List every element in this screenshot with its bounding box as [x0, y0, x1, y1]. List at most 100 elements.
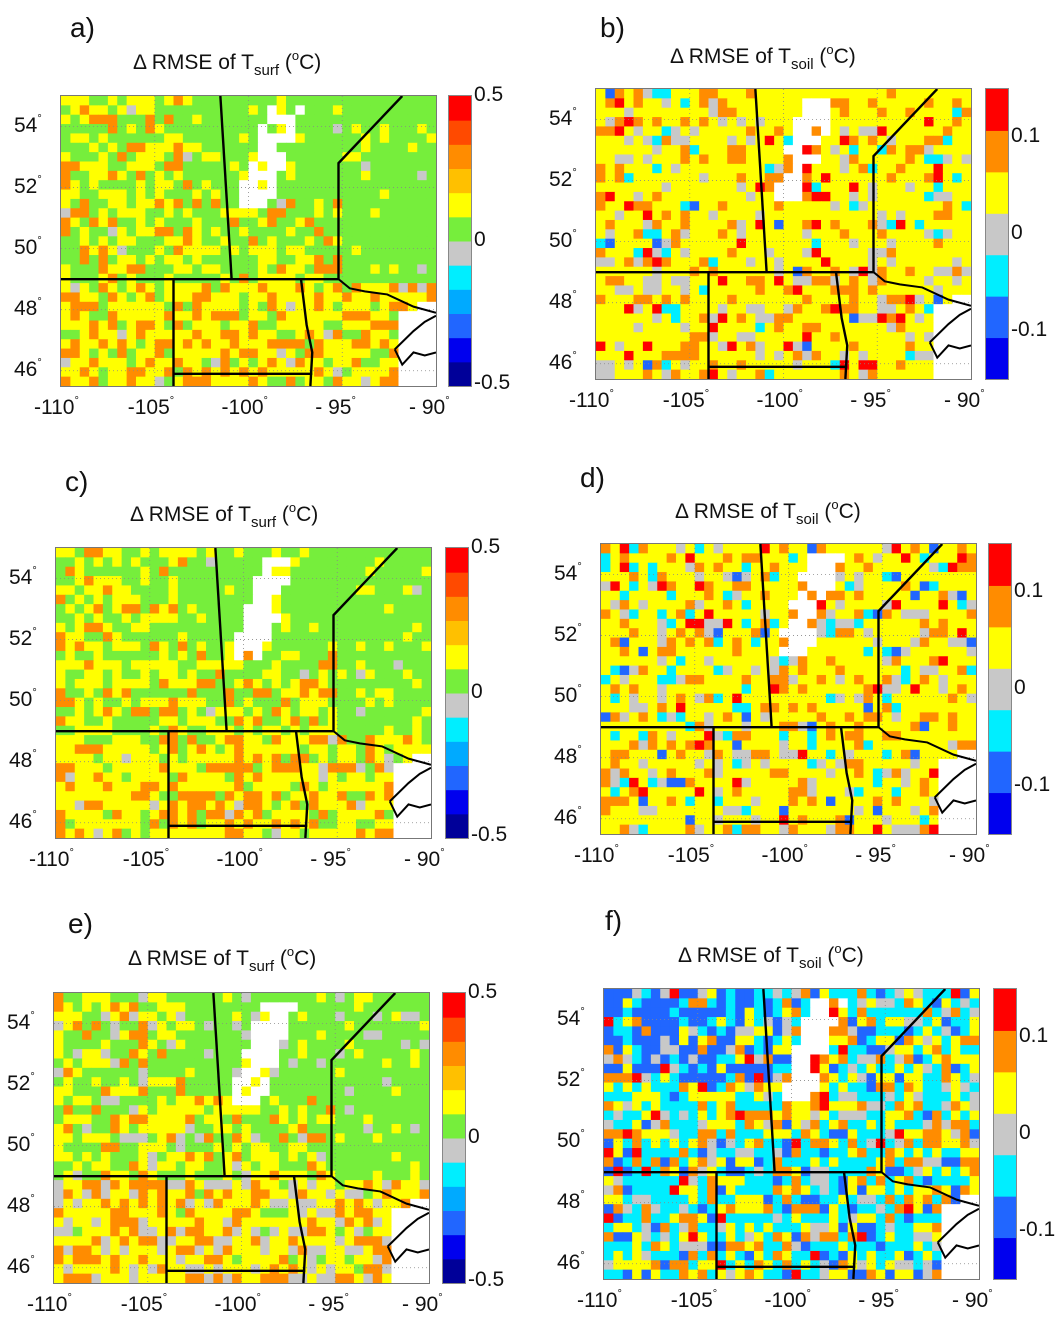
heatmap-cell: [173, 133, 184, 144]
heatmap-cell: [107, 198, 118, 209]
heatmap-cell: [605, 276, 616, 286]
heatmap-cell: [601, 646, 611, 657]
colorbar-segment: [449, 120, 471, 145]
heatmap-cell: [858, 98, 869, 109]
heatmap-cell: [689, 163, 700, 174]
heatmap-cell: [844, 544, 855, 554]
heatmap-cell: [220, 142, 231, 153]
heatmap-cell: [830, 135, 841, 146]
heatmap-cell: [966, 590, 976, 601]
heatmap-cell: [173, 283, 184, 293]
heatmap-cell: [243, 707, 254, 717]
heatmap-cell: [839, 285, 850, 296]
heatmap-cell: [746, 154, 756, 165]
heatmap-cell: [402, 650, 413, 661]
heatmap-cell: [342, 320, 353, 331]
heatmap-cell: [136, 367, 146, 378]
heatmap-cell: [286, 357, 296, 368]
heatmap-cell: [788, 703, 799, 713]
heatmap-cell: [779, 637, 789, 648]
heatmap-cell: [145, 236, 156, 247]
heatmap-cell: [961, 89, 971, 99]
heatmap-cell: [797, 572, 808, 582]
heatmap-cell: [966, 618, 976, 629]
heatmap-cell: [755, 98, 766, 109]
heatmap-cell: [74, 669, 85, 680]
heatmap-cell: [290, 791, 301, 801]
heatmap-cell: [769, 693, 780, 704]
heatmap-cell: [145, 255, 156, 265]
heatmap-cell: [867, 98, 878, 109]
heatmap-cell: [337, 548, 348, 558]
heatmap-cell: [699, 117, 709, 127]
heatmap-cell: [379, 311, 390, 321]
heatmap-cell: [858, 107, 869, 118]
heatmap-cell: [346, 809, 357, 820]
heatmap-cell: [942, 135, 953, 146]
heatmap-cell: [717, 360, 728, 371]
heatmap-cell: [365, 735, 376, 745]
heatmap-cell: [676, 693, 686, 704]
heatmap-cell: [638, 759, 649, 769]
heatmap-cell: [732, 712, 743, 723]
heatmap-cell: [164, 208, 174, 219]
heatmap-cell: [933, 126, 944, 137]
heatmap-cell: [187, 697, 198, 708]
heatmap-cell: [779, 777, 789, 788]
heatmap-cell: [910, 553, 921, 564]
heatmap-cell: [952, 117, 963, 127]
x-tick-label: -105°: [128, 395, 174, 420]
heatmap-cell: [886, 313, 897, 324]
heatmap-cell: [741, 759, 752, 769]
heatmap-cell: [624, 201, 634, 212]
heatmap-cell: [774, 248, 784, 258]
heatmap-cell: [84, 632, 94, 642]
heatmap-cell: [676, 787, 686, 797]
heatmap-cell: [685, 759, 696, 769]
y-tick-value: 46: [14, 357, 38, 381]
heatmap-cell: [93, 585, 104, 596]
heatmap-cell: [407, 152, 418, 162]
heatmap-cell: [107, 348, 118, 359]
heatmap-cell: [407, 226, 418, 237]
heatmap-cell: [79, 96, 90, 106]
heatmap-cell: [774, 369, 784, 379]
heatmap-cell: [70, 208, 81, 219]
heatmap-cell: [126, 217, 137, 228]
heatmap-cell: [342, 367, 353, 378]
heatmap-cell: [314, 217, 324, 228]
heatmap-cell: [788, 572, 799, 582]
heatmap-cell: [938, 777, 949, 788]
heatmap-cell: [276, 180, 287, 190]
heatmap-cell: [704, 656, 714, 667]
heatmap-cell: [346, 613, 357, 624]
heatmap-cell: [107, 208, 118, 219]
heatmap-cell: [839, 126, 850, 137]
wi-shore: [393, 348, 436, 367]
heatmap-cell: [346, 669, 357, 680]
heatmap-cell: [192, 367, 203, 378]
heatmap-cell: [642, 163, 653, 174]
heatmap-cell: [140, 669, 151, 680]
heatmap-cell: [145, 142, 156, 153]
heatmap-cell: [732, 703, 743, 713]
heatmap-cell: [136, 376, 146, 386]
heatmap-cell: [929, 749, 939, 760]
heatmap-cell: [327, 594, 338, 605]
heatmap-cell: [764, 285, 775, 296]
heatmap-cell: [211, 161, 221, 172]
heatmap-cell: [619, 562, 630, 573]
heatmap-cell: [877, 182, 888, 193]
heatmap-cell: [722, 581, 733, 592]
heatmap-cell: [938, 572, 949, 582]
heatmap-cell: [830, 332, 841, 342]
heatmap-cell: [849, 341, 859, 352]
degree-mark: °: [32, 686, 37, 699]
heatmap-cell: [248, 255, 259, 265]
heatmap-cell: [736, 173, 747, 183]
heatmap-cell: [281, 809, 291, 820]
heatmap-cell: [947, 637, 958, 648]
heatmap-cell: [239, 198, 249, 209]
heatmap-cell: [849, 369, 859, 379]
heatmap-cell: [177, 548, 188, 558]
